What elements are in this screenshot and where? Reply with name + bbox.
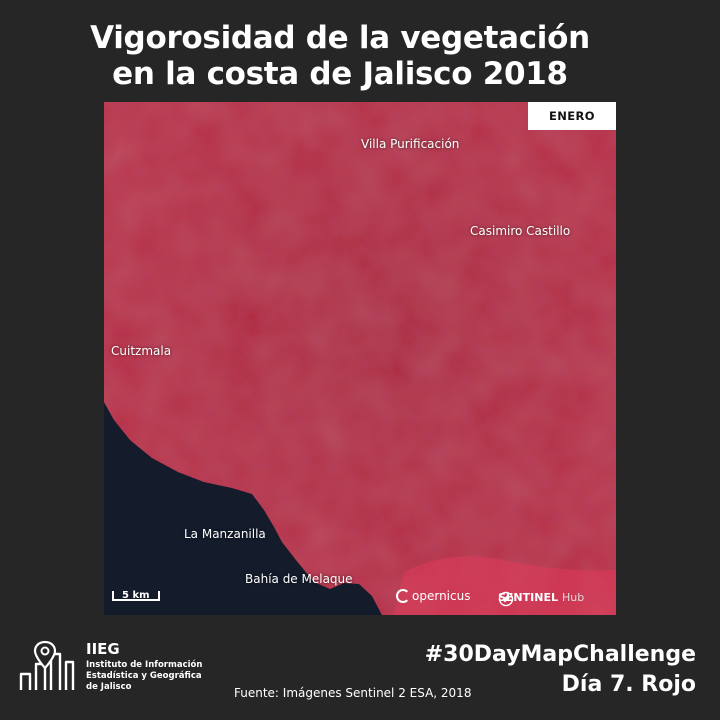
copernicus-text: opernicus — [412, 589, 471, 603]
challenge-hashtag: #30DayMapChallenge — [424, 642, 696, 667]
org-name-line-3: de Jalisco — [86, 682, 132, 692]
label-la-manzanilla: La Manzanilla — [184, 527, 266, 541]
scale-bar: 5 km — [112, 590, 164, 601]
scale-bar-line — [112, 591, 160, 601]
challenge-day: Día 7. Rojo — [561, 672, 696, 697]
iieg-logo: IIEG Instituto de Información Estadístic… — [18, 640, 218, 696]
label-cuitzmala: Cuitzmala — [111, 344, 172, 358]
org-name-line-1: Instituto de Información — [86, 660, 203, 670]
coastal-plain — [394, 556, 616, 615]
copernicus-logo-icon — [396, 589, 410, 603]
label-casimiro-castillo: Casimiro Castillo — [470, 224, 571, 238]
satellite-icon — [498, 591, 514, 607]
sentinel-text: SENTINEL — [498, 591, 558, 604]
org-acronym: IIEG — [86, 640, 120, 658]
label-bahia-de-melaque: Bahía de Melaque — [245, 572, 353, 586]
scale-bar-label: 5 km — [122, 590, 150, 601]
hub-text: Hub — [561, 591, 585, 604]
month-badge: ENERO — [528, 102, 616, 130]
satellite-map[interactable]: ENERO Villa Purificación Casimiro Castil… — [104, 102, 616, 615]
copernicus-credit: opernicus — [396, 589, 470, 603]
iieg-logo-icon — [19, 640, 75, 690]
title-line-1: Vigorosidad de la vegetación — [90, 20, 590, 56]
challenge-caption: #30DayMapChallenge Día 7. Rojo — [425, 640, 696, 700]
map-title: Vigorosidad de la vegetación en la costa… — [0, 20, 680, 92]
source-credit: Fuente: Imágenes Sentinel 2 ESA, 2018 — [234, 686, 472, 700]
sentinel-hub-credit: SENTINEL Hub — [498, 591, 585, 607]
org-full-name: Instituto de Información Estadística y G… — [86, 660, 226, 693]
label-villa-purificacion: Villa Purificación — [361, 137, 460, 151]
org-name-line-2: Estadística y Geográfica — [86, 671, 202, 681]
title-line-2: en la costa de Jalisco 2018 — [112, 56, 568, 92]
false-color-imagery — [104, 102, 616, 615]
